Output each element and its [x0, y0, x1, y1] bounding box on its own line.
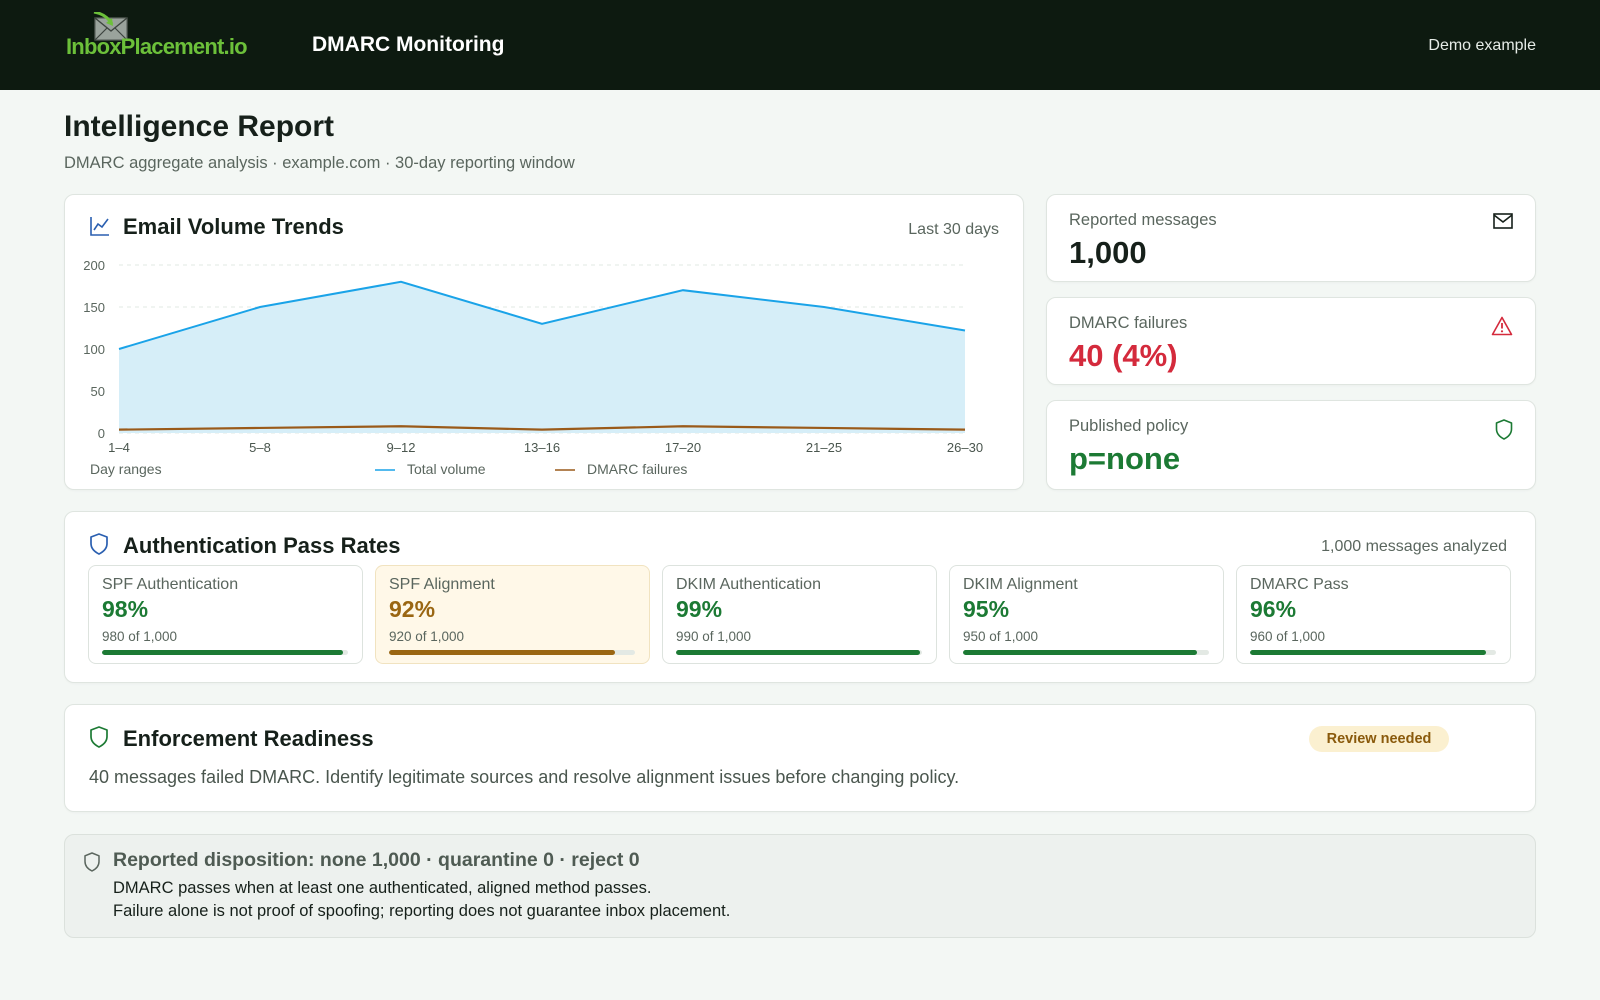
rate-label: DKIM Alignment	[963, 576, 1078, 593]
x-axis-label: Day ranges	[90, 461, 162, 477]
mail-icon	[1493, 213, 1513, 229]
disposition-line: Failure alone is not proof of spoofing; …	[113, 902, 731, 920]
rate-card-dkim-align[interactable]: DKIM Alignment 95% 950 of 1,000	[949, 565, 1224, 664]
app-title: DMARC Monitoring	[312, 33, 505, 56]
chart-range-label[interactable]: Last 30 days	[908, 221, 999, 238]
page-subtitle: DMARC aggregate analysis · example.com ·…	[64, 154, 575, 172]
shield-icon	[1495, 419, 1513, 440]
rate-label: SPF Alignment	[389, 576, 495, 593]
stat-card-policy: Published policy p=none	[1046, 400, 1536, 490]
rate-count: 980 of 1,000	[102, 629, 178, 644]
disposition-title: Reported disposition: none 1,000 · quara…	[113, 849, 640, 871]
rate-progress-bar	[389, 650, 635, 655]
rate-percent: 95%	[963, 596, 1010, 622]
x-tick-label: 9–12	[387, 440, 416, 455]
enforcement-title: Enforcement Readiness	[123, 726, 374, 751]
rate-percent: 99%	[676, 596, 723, 622]
y-tick-label: 50	[91, 384, 105, 399]
x-tick-label: 21–25	[806, 440, 842, 455]
envelope-logo-icon	[93, 12, 128, 41]
x-tick-label: 5–8	[249, 440, 271, 455]
rate-count: 960 of 1,000	[1250, 629, 1326, 644]
stat-label: Reported messages	[1069, 211, 1217, 229]
legend-label: DMARC failures	[587, 461, 687, 477]
area-total-volume	[119, 281, 965, 433]
x-tick-label: 17–20	[665, 440, 701, 455]
rate-percent: 98%	[102, 596, 149, 622]
rate-label: SPF Authentication	[102, 576, 239, 593]
line-chart-icon	[90, 217, 109, 236]
shield-icon	[90, 533, 108, 555]
shield-icon	[90, 726, 108, 748]
stat-card-reported: Reported messages 1,000	[1046, 194, 1536, 282]
rate-progress-bar	[963, 650, 1209, 655]
rate-card-spf-align[interactable]: SPF Alignment 92% 920 of 1,000	[375, 565, 650, 664]
rate-progress-fill	[102, 650, 344, 655]
email-volume-card: Email Volume Trends Last 30 days 0 50 100 1…	[64, 194, 1024, 490]
x-tick-label: 1–4	[108, 440, 130, 455]
stat-value: p=none	[1069, 441, 1181, 476]
shield-icon	[84, 852, 100, 872]
legend-label: Total volume	[407, 461, 486, 477]
rate-progress-fill	[963, 650, 1197, 655]
disposition-line: DMARC passes when at least one authentic…	[113, 879, 652, 897]
volume-chart: 0 50 100 150 200 1–4 5–8 9–12 13–16 17–20 21–25 26–…	[83, 258, 983, 477]
x-tick-label: 13–16	[524, 440, 560, 455]
rate-progress-fill	[389, 650, 616, 655]
logo[interactable]: InboxPlacement.io	[66, 12, 266, 62]
warning-icon	[1491, 316, 1513, 336]
x-tick-label: 26–30	[947, 440, 983, 455]
rate-count: 990 of 1,000	[676, 629, 752, 644]
logo-text: InboxPlacement.io	[66, 34, 248, 59]
y-tick-label: 150	[83, 300, 105, 315]
rate-count: 920 of 1,000	[389, 629, 465, 644]
rate-card-dmarc-pass[interactable]: DMARC Pass 96% 960 of 1,000	[1236, 565, 1511, 664]
rate-progress-bar	[102, 650, 348, 655]
email-volume-title: Email Volume Trends	[123, 214, 344, 239]
rate-progress-fill	[676, 650, 920, 655]
rate-label: DKIM Authentication	[676, 576, 821, 593]
top-bar: InboxPlacement.io DMARC Monitoring Demo …	[0, 0, 1600, 90]
pass-rates-title: Authentication Pass Rates	[123, 533, 401, 558]
y-tick-label: 0	[98, 426, 105, 441]
y-tick-label: 200	[83, 258, 105, 273]
stat-label: DMARC failures	[1069, 314, 1188, 332]
messages-analyzed-label: 1,000 messages analyzed	[1321, 538, 1507, 555]
stat-value: 40 (4%)	[1069, 338, 1178, 373]
stat-label: Published policy	[1069, 417, 1189, 435]
enforcement-card: Enforcement Readiness Review needed 40 m…	[64, 704, 1536, 812]
rate-percent: 96%	[1250, 596, 1297, 622]
stat-value: 1,000	[1069, 235, 1147, 270]
rate-progress-bar	[676, 650, 922, 655]
status-badge: Review needed	[1309, 726, 1449, 752]
rate-progress-bar	[1250, 650, 1496, 655]
rate-percent: 92%	[389, 596, 436, 622]
rate-count: 950 of 1,000	[963, 629, 1039, 644]
y-tick-label: 100	[83, 342, 105, 357]
rate-progress-fill	[1250, 650, 1487, 655]
demo-label[interactable]: Demo example	[1428, 37, 1536, 54]
pass-rates-card: Authentication Pass Rates 1,000 messages…	[64, 511, 1536, 683]
enforcement-text: 40 messages failed DMARC. Identify legit…	[89, 767, 960, 787]
page-title: Intelligence Report	[64, 110, 335, 143]
rate-label: DMARC Pass	[1250, 576, 1349, 593]
rate-card-dkim-auth[interactable]: DKIM Authentication 99% 990 of 1,000	[662, 565, 937, 664]
stat-card-failures: DMARC failures 40 (4%)	[1046, 297, 1536, 385]
rate-card-spf-auth[interactable]: SPF Authentication 98% 980 of 1,000	[88, 565, 363, 664]
disposition-note: Reported disposition: none 1,000 · quara…	[64, 834, 1536, 938]
